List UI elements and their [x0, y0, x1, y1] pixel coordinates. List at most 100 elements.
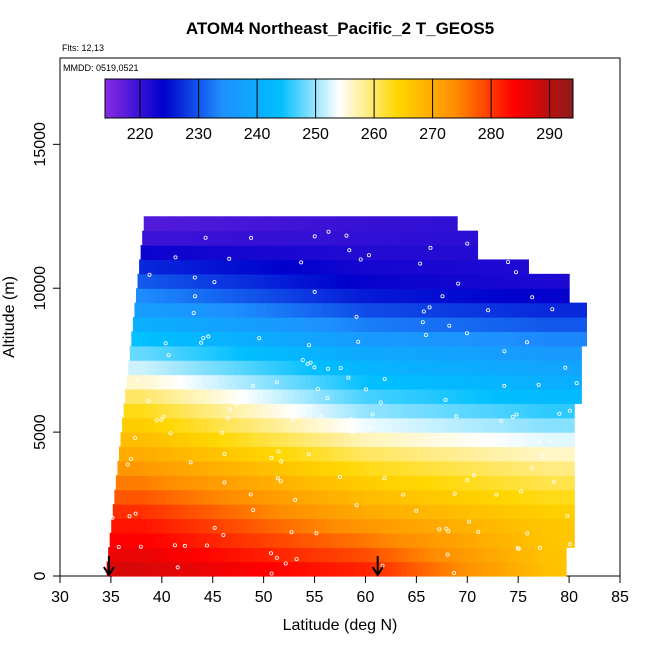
heatmap-cell [151, 331, 158, 347]
heatmap-cell [525, 403, 532, 419]
heatmap-cell [326, 317, 333, 332]
heatmap-cell [281, 216, 287, 232]
heatmap-cell [321, 317, 327, 332]
heatmap-cell [315, 460, 322, 476]
heatmap-cell [516, 532, 523, 548]
heatmap-cell [450, 532, 457, 548]
heatmap-cell [423, 547, 430, 563]
heatmap-cell [425, 532, 432, 548]
heatmap-cell [427, 561, 434, 577]
heatmap-cell [331, 317, 338, 332]
heatmap-cell [332, 259, 339, 275]
heatmap-cell [508, 374, 515, 390]
heatmap-cell [182, 230, 189, 246]
heatmap-cell [242, 245, 249, 261]
heatmap-cell [530, 547, 537, 563]
heatmap-cell [315, 374, 321, 390]
heatmap-cell [327, 259, 334, 275]
heatmap-cell [555, 317, 562, 332]
heatmap-cell [134, 345, 141, 361]
heatmap-cell [177, 374, 184, 390]
heatmap-cell [250, 360, 257, 376]
heatmap-cell [216, 532, 223, 548]
heatmap-cell [472, 288, 478, 304]
heatmap-cell [349, 388, 355, 404]
colorbar-tick-label: 250 [302, 126, 329, 143]
heatmap-cell [230, 259, 237, 275]
heatmap-cell [562, 532, 569, 548]
heatmap-cell [445, 345, 452, 361]
heatmap-cell [311, 504, 318, 520]
heatmap-cell [458, 273, 464, 289]
heatmap-cell [189, 403, 196, 419]
heatmap-cell [383, 403, 389, 419]
sample-point [346, 375, 351, 380]
heatmap-cell [513, 518, 520, 534]
heatmap-cell [122, 460, 129, 476]
heatmap-cell [477, 331, 484, 347]
heatmap-cell [378, 302, 385, 318]
heatmap-cell [508, 417, 515, 433]
heatmap-cell [154, 259, 161, 275]
sample-point [530, 465, 535, 470]
heatmap-cell [470, 259, 476, 275]
heatmap-cell [253, 331, 260, 347]
heatmap-cell [494, 460, 500, 476]
heatmap-cell [463, 273, 470, 289]
heatmap-cell [520, 259, 527, 275]
heatmap-cell [427, 374, 433, 390]
heatmap-cell [507, 475, 514, 491]
heatmap-cell [384, 345, 391, 361]
heatmap-cell [558, 288, 565, 304]
heatmap-cell [346, 417, 352, 433]
heatmap-cell [432, 374, 438, 390]
heatmap-cell [343, 302, 349, 318]
heatmap-cell [307, 259, 313, 275]
heatmap-cell [296, 259, 303, 275]
heatmap-cell [440, 345, 447, 361]
heatmap-cell [449, 259, 456, 275]
heatmap-cell [433, 216, 440, 232]
heatmap-cell [382, 317, 389, 332]
heatmap-cell [528, 331, 535, 347]
heatmap-cell [139, 345, 146, 361]
heatmap-cell [132, 561, 138, 577]
heatmap-cell [376, 230, 383, 246]
heatmap-cell [207, 475, 214, 491]
heatmap-cell [494, 504, 501, 520]
heatmap-cell [308, 532, 314, 548]
sample-point [312, 365, 317, 370]
heatmap-cell [572, 446, 575, 462]
heatmap-cell [193, 417, 200, 433]
heatmap-cell [157, 230, 164, 246]
heatmap-cell [475, 446, 482, 462]
heatmap-cell [275, 460, 281, 476]
heatmap-cell [402, 273, 408, 289]
heatmap-cell [550, 317, 557, 332]
heatmap-cell [300, 561, 306, 577]
heatmap-cell [332, 216, 338, 232]
heatmap-cell [132, 317, 139, 332]
heatmap-cell [360, 475, 366, 491]
heatmap-cell [377, 317, 383, 332]
heatmap-cell [536, 489, 543, 505]
heatmap-cell [484, 547, 491, 563]
heatmap-cell [137, 460, 144, 476]
heatmap-cell [370, 288, 376, 304]
heatmap-cell [207, 518, 214, 534]
heatmap-cell [304, 288, 310, 304]
heatmap-cell [465, 345, 472, 361]
heatmap-cell [272, 388, 279, 404]
sample-point [133, 511, 138, 516]
heatmap-cell [354, 432, 361, 448]
heatmap-cell [526, 302, 533, 318]
heatmap-cell [117, 504, 124, 520]
heatmap-cell [555, 504, 562, 520]
heatmap-cell [221, 345, 228, 361]
heatmap-cell [407, 317, 414, 332]
heatmap-cell [244, 230, 250, 246]
heatmap-cell [175, 345, 182, 361]
sample-point [312, 289, 317, 294]
heatmap-cell [315, 561, 322, 577]
heatmap-cell [222, 245, 228, 261]
